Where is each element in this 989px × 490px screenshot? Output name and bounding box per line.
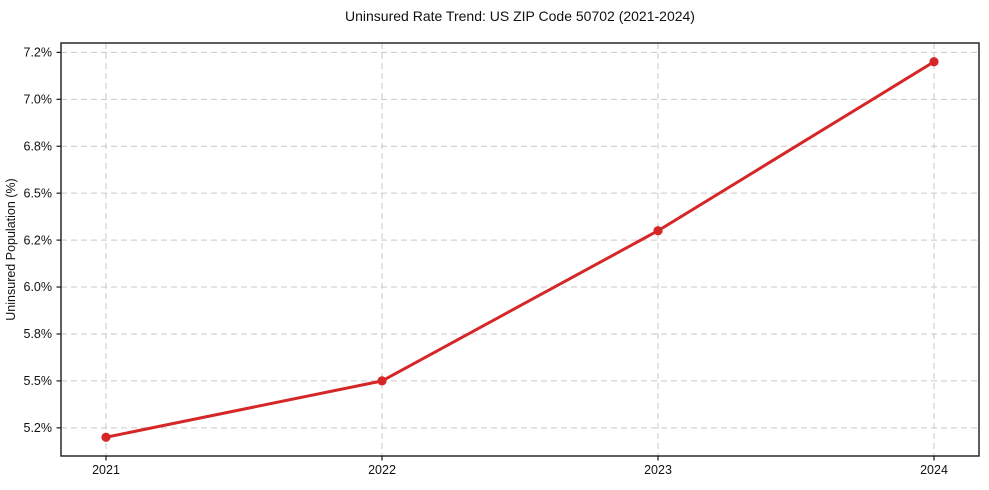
- chart-title: Uninsured Rate Trend: US ZIP Code 50702 …: [345, 8, 695, 24]
- data-point: [377, 376, 387, 386]
- y-tick-label: 5.2%: [24, 421, 53, 435]
- x-tick-label: 2021: [92, 463, 120, 477]
- y-tick-label: 7.0%: [24, 93, 53, 107]
- y-tick-label: 7.2%: [24, 46, 53, 60]
- y-axis-label: Uninsured Population (%): [4, 178, 18, 320]
- y-tick-label: 6.0%: [24, 280, 53, 294]
- y-tick-label: 6.2%: [24, 233, 53, 247]
- grid-layer: [61, 43, 979, 456]
- axes-frame: [60, 42, 980, 457]
- series-layer: [101, 57, 939, 442]
- x-tick-label: 2024: [920, 463, 948, 477]
- trend-line: [104, 60, 936, 439]
- data-point: [653, 226, 663, 236]
- data-point: [101, 432, 111, 442]
- axis-layer: 5.2% 5.5% 5.8% 6.0% 6.2% 6.5% 6.8% 7.0% 7.2% 2021…: [24, 42, 980, 477]
- data-point: [929, 57, 939, 67]
- y-tick-label: 5.5%: [24, 374, 53, 388]
- x-tick-label: 2022: [368, 463, 396, 477]
- y-tick-label: 6.5%: [24, 186, 53, 200]
- y-tick-label: 5.8%: [24, 327, 53, 341]
- x-tick-label: 2023: [644, 463, 672, 477]
- y-tick-label: 6.8%: [24, 139, 53, 153]
